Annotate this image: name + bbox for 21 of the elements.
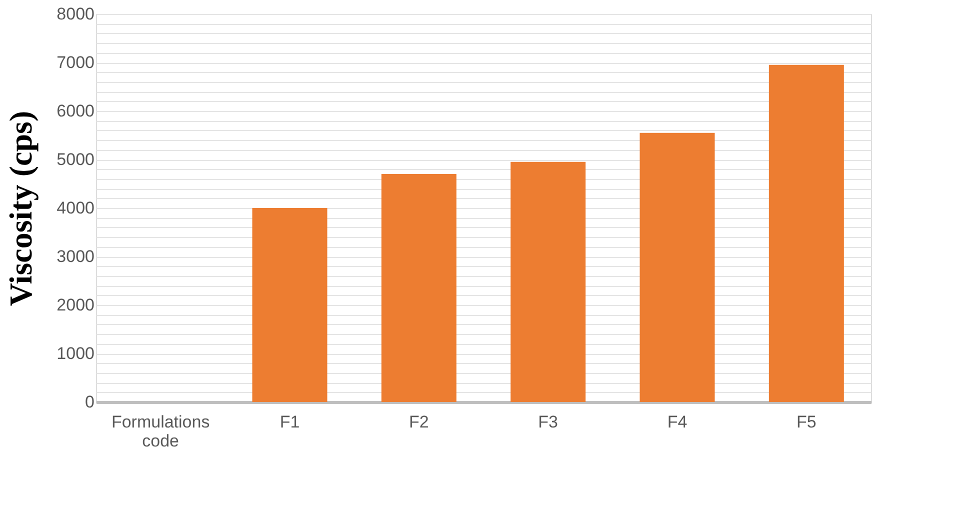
y-tick-label: 5000 (56, 150, 94, 169)
x-tick-label: Formulations code (111, 412, 210, 450)
bar (510, 162, 586, 402)
y-tick-label: 8000 (56, 4, 94, 24)
y-tick-label: 0 (85, 392, 94, 412)
bar (381, 174, 456, 402)
bar (640, 132, 715, 402)
x-tick-label: F5 (796, 412, 816, 432)
x-tick-label: F4 (667, 412, 688, 432)
bar (252, 208, 328, 402)
y-tick-label: 1000 (56, 344, 94, 363)
y-tick-label: 2000 (56, 296, 94, 314)
x-tick-label: F1 (280, 412, 300, 432)
y-tick-label: 4000 (56, 198, 94, 218)
y-axis-title: Viscosity (cps) (2, 110, 39, 306)
x-tick-label: F3 (538, 412, 558, 432)
bar (768, 64, 844, 402)
y-tick-label: 6000 (56, 102, 94, 120)
y-tick-label: 7000 (56, 53, 94, 72)
x-tick-label: F2 (408, 412, 429, 432)
y-tick-label: 3000 (56, 247, 94, 266)
